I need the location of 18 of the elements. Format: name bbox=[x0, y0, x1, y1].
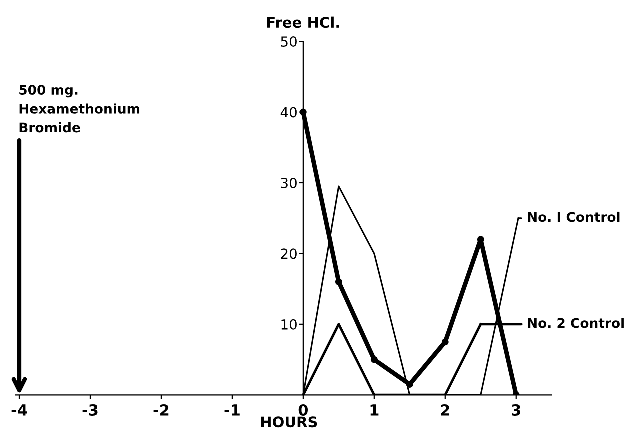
x-tick-label: -3 bbox=[82, 404, 98, 416]
x-tick-label: -1 bbox=[224, 404, 240, 416]
y-tick-label: 30 bbox=[281, 178, 297, 188]
x-tick-label: 0 bbox=[298, 404, 308, 416]
x-tick-label: -4 bbox=[12, 404, 28, 416]
y-tick-label: 10 bbox=[282, 319, 297, 330]
x-tick-label: -2 bbox=[154, 404, 169, 416]
x-tick-label: 2 bbox=[441, 404, 450, 416]
legend-label: No. I Control bbox=[528, 212, 620, 222]
x-tick-label: 1 bbox=[370, 404, 379, 416]
legend-label: No. 2 Control bbox=[528, 318, 624, 328]
x-tick-label: 3 bbox=[512, 404, 520, 416]
x-axis-title: HOURS bbox=[261, 416, 318, 428]
y-tick-label: 50 bbox=[281, 36, 297, 48]
annotation: 500 mg. Hexamethonium Bromide bbox=[20, 85, 140, 133]
y-tick-label: 20 bbox=[281, 248, 297, 260]
y-axis-title: Free HCl. bbox=[268, 16, 340, 28]
y-tick-label: 40 bbox=[280, 107, 297, 118]
